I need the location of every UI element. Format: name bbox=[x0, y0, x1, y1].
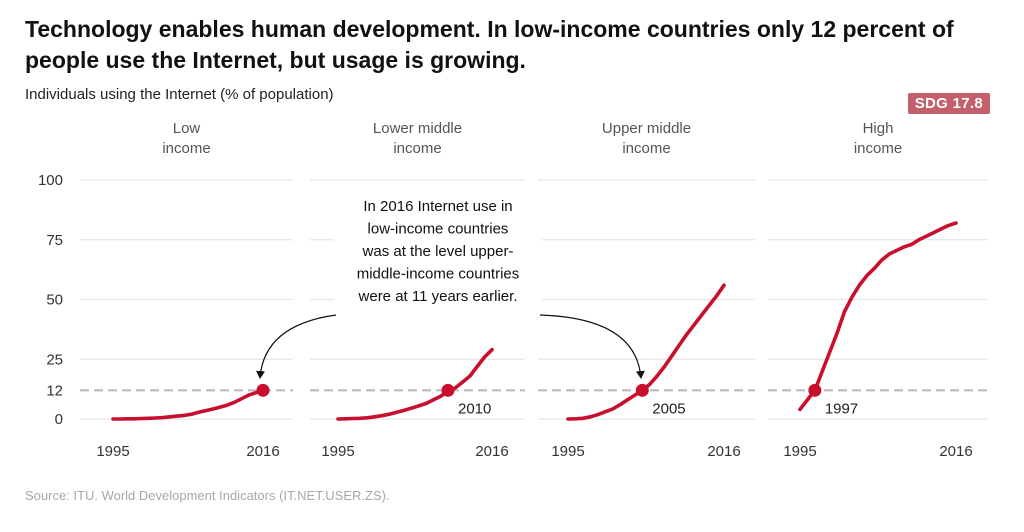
marker-point bbox=[635, 383, 649, 397]
panel-3: Upper middle income 1995 2016 2005 bbox=[551, 120, 740, 460]
x-tick-label: 2016 bbox=[475, 443, 508, 460]
annotation-line: were at 11 years earlier. bbox=[358, 288, 518, 305]
marker-label: 1997 bbox=[825, 400, 858, 417]
annotation-arrow-left bbox=[256, 314, 337, 379]
panel-title: Low bbox=[173, 120, 201, 137]
x-tick-label: 1995 bbox=[321, 443, 354, 460]
y-tick-label: 75 bbox=[46, 232, 63, 249]
source-note: Source: ITU. World Development Indicator… bbox=[25, 488, 390, 503]
annotation-line: In 2016 Internet use in bbox=[363, 198, 512, 215]
y-tick-label: 50 bbox=[46, 292, 63, 309]
marker-label: 2005 bbox=[652, 400, 685, 417]
marker-label: 2010 bbox=[458, 400, 491, 417]
x-tick-label: 2016 bbox=[246, 443, 279, 460]
panel-title: Lower middle bbox=[373, 120, 462, 137]
annotation-arrow-right bbox=[539, 314, 645, 379]
sdg-badge: SDG 17.8 bbox=[907, 93, 990, 114]
series-line bbox=[798, 221, 958, 412]
annotation-line: middle-income countries bbox=[357, 266, 520, 283]
series-line bbox=[336, 347, 494, 421]
panel-title: income bbox=[393, 140, 441, 157]
panel-1: Low income 1995 2016 bbox=[96, 120, 279, 460]
annotation: In 2016 Internet use in low-income countr… bbox=[256, 186, 645, 379]
panel-title: income bbox=[854, 140, 902, 157]
series-line bbox=[111, 388, 265, 421]
x-tick-label: 1995 bbox=[551, 443, 584, 460]
panel-2: Lower middle income 1995 2016 2010 bbox=[321, 120, 508, 460]
x-tick-label: 1995 bbox=[96, 443, 129, 460]
annotation-background bbox=[334, 186, 542, 316]
panel-title: High bbox=[863, 120, 894, 137]
y-axis: 0 12 25 50 75 100 bbox=[38, 172, 63, 428]
series-line bbox=[566, 283, 726, 421]
x-tick-label: 1995 bbox=[783, 443, 816, 460]
x-tick-label: 2016 bbox=[707, 443, 740, 460]
y-tick-label: 0 bbox=[55, 411, 63, 428]
y-tick-label: 25 bbox=[46, 351, 63, 368]
chart-title: Technology enables human development. In… bbox=[25, 16, 954, 73]
annotation-line: was at the level upper- bbox=[362, 243, 514, 260]
chart-subtitle: Individuals using the Internet (% of pop… bbox=[25, 86, 334, 103]
panel-4: High income 1995 2016 1997 bbox=[783, 120, 972, 460]
annotation-line: low-income countries bbox=[368, 221, 509, 238]
marker-point bbox=[808, 383, 822, 397]
panel-title: Upper middle bbox=[602, 120, 691, 137]
annotation-text: In 2016 Internet use in low-income countr… bbox=[357, 198, 520, 305]
panels: Low income 1995 2016 Lower middle income 1995 2… bbox=[96, 120, 972, 460]
marker-point bbox=[256, 383, 270, 397]
y-tick-label: 12 bbox=[46, 382, 63, 399]
x-tick-label: 2016 bbox=[939, 443, 972, 460]
y-tick-label: 100 bbox=[38, 172, 63, 189]
panel-title: income bbox=[622, 140, 670, 157]
marker-point bbox=[441, 383, 455, 397]
panel-title: income bbox=[162, 140, 210, 157]
